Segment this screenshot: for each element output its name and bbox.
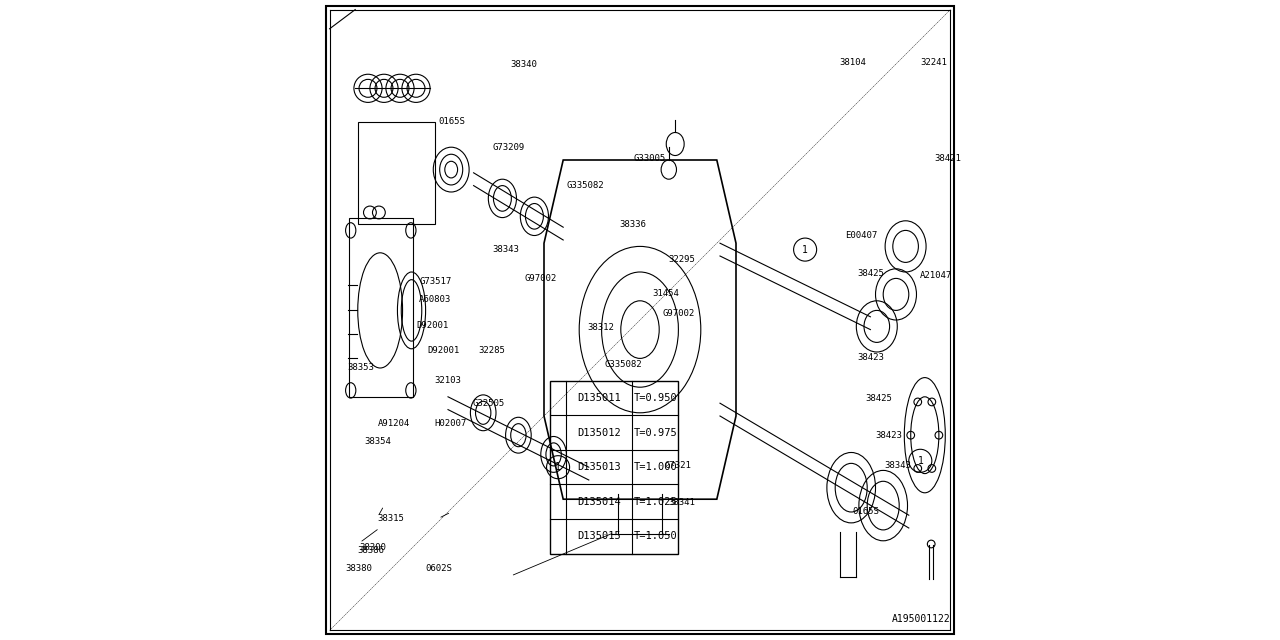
Text: D135012: D135012 [577, 428, 621, 438]
Text: 1: 1 [556, 462, 561, 472]
Text: D92001: D92001 [428, 346, 460, 355]
Text: H02007: H02007 [434, 419, 466, 428]
Text: G33005: G33005 [634, 154, 666, 163]
Text: 38300: 38300 [360, 543, 387, 552]
Text: G97002: G97002 [525, 274, 557, 283]
Text: 32285: 32285 [479, 346, 506, 355]
Text: T=0.975: T=0.975 [634, 428, 677, 438]
Text: G7321: G7321 [664, 461, 691, 470]
Text: 38386: 38386 [357, 546, 384, 555]
Text: T=1.050: T=1.050 [634, 531, 677, 541]
Text: D135015: D135015 [577, 531, 621, 541]
Text: 1: 1 [918, 456, 923, 466]
Bar [358, 122, 435, 224]
Text: 38315: 38315 [378, 514, 404, 523]
Text: 38353: 38353 [347, 364, 374, 372]
Text: 38423: 38423 [858, 353, 884, 362]
Text: T=0.950: T=0.950 [634, 393, 677, 403]
Bar [550, 381, 678, 554]
Text: A60803: A60803 [420, 295, 452, 304]
Text: G73517: G73517 [420, 277, 452, 286]
Text: 32103: 32103 [434, 376, 461, 385]
Text: 0165S: 0165S [438, 117, 465, 126]
Text: 32295: 32295 [668, 255, 695, 264]
Text: G32505: G32505 [472, 399, 504, 408]
Text: A91204: A91204 [378, 419, 410, 428]
Bar [348, 218, 412, 397]
Text: 38421: 38421 [934, 154, 961, 163]
Text: A195001122: A195001122 [892, 614, 950, 624]
Text: G73209: G73209 [493, 143, 525, 152]
Text: 38343: 38343 [884, 461, 911, 470]
Text: D135014: D135014 [577, 497, 621, 507]
Text: 1: 1 [803, 244, 808, 255]
Text: 31454: 31454 [653, 289, 680, 298]
Text: 38423: 38423 [876, 431, 902, 440]
Text: 38341: 38341 [668, 498, 695, 507]
Text: A21047: A21047 [920, 271, 952, 280]
Text: 38340: 38340 [511, 60, 538, 68]
Text: T=1.000: T=1.000 [634, 462, 677, 472]
Text: 38425: 38425 [865, 394, 892, 403]
Text: 0165S: 0165S [852, 508, 879, 516]
Text: 38336: 38336 [620, 220, 646, 228]
Text: 38425: 38425 [858, 269, 884, 278]
Text: D135011: D135011 [577, 393, 621, 403]
Text: G97002: G97002 [663, 309, 695, 318]
Text: G335082: G335082 [604, 360, 643, 369]
Text: 32241: 32241 [920, 58, 947, 67]
Text: T=1.025: T=1.025 [634, 497, 677, 507]
Text: 38354: 38354 [365, 437, 392, 446]
Text: D92001: D92001 [416, 321, 448, 330]
Text: G335082: G335082 [566, 181, 604, 190]
Text: 38104: 38104 [840, 58, 867, 67]
Text: 38380: 38380 [346, 564, 372, 573]
Text: 0602S: 0602S [425, 564, 452, 573]
Text: D135013: D135013 [577, 462, 621, 472]
Text: 38312: 38312 [588, 323, 614, 332]
Text: 38343: 38343 [493, 245, 520, 254]
Text: E00407: E00407 [845, 231, 877, 240]
